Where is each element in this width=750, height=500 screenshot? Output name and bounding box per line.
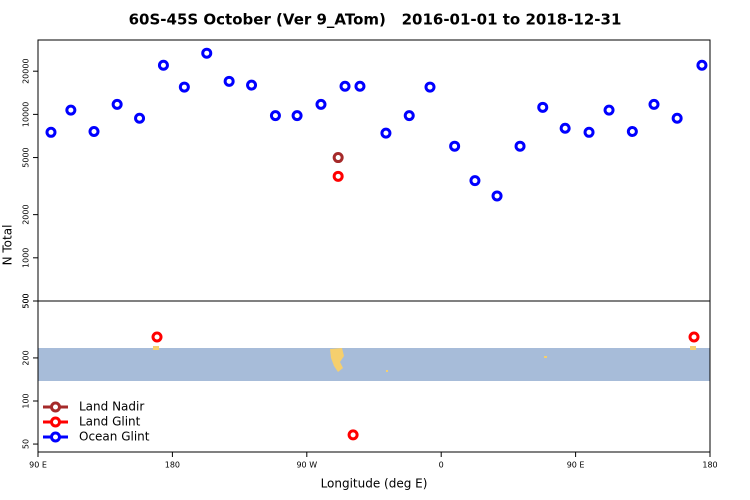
y-tick-label: 50 xyxy=(22,439,31,449)
data-point xyxy=(696,59,708,71)
data-point xyxy=(178,81,190,93)
data-point xyxy=(246,79,258,91)
data-point xyxy=(315,98,327,110)
data-point xyxy=(151,331,163,343)
data-point xyxy=(514,140,526,152)
data-point xyxy=(648,98,660,110)
data-point xyxy=(157,59,169,71)
y-tick-label: 20000 xyxy=(22,58,31,83)
y-tick-label: 1000 xyxy=(22,248,31,268)
chart-title: 60S-45S October (Ver 9_ATom) 2016-01-01 … xyxy=(129,11,622,29)
data-point xyxy=(583,126,595,138)
x-tick-label: 90 E xyxy=(29,461,47,470)
data-point xyxy=(603,104,615,116)
data-point xyxy=(332,170,344,182)
y-tick-label: 10000 xyxy=(22,102,31,127)
data-point xyxy=(688,331,700,343)
data-point xyxy=(65,104,77,116)
data-point xyxy=(88,125,100,137)
data-point xyxy=(380,127,392,139)
legend-marker xyxy=(50,431,61,443)
y-tick-label: 5000 xyxy=(22,147,31,167)
data-point xyxy=(223,75,235,87)
data-point xyxy=(559,122,571,134)
x-tick-label: 90 W xyxy=(296,461,317,470)
data-point xyxy=(134,112,146,124)
data-point xyxy=(339,80,351,92)
y-axis-label: N Total xyxy=(1,225,15,266)
plot-frame xyxy=(37,300,711,453)
data-point xyxy=(111,98,123,110)
data-point xyxy=(449,140,461,152)
legend-marker xyxy=(50,401,61,413)
y-tick-label: 500 xyxy=(22,293,31,308)
legend-label: Ocean Glint xyxy=(79,430,150,444)
data-point xyxy=(537,101,549,113)
map-background xyxy=(38,346,710,381)
data-point xyxy=(269,110,281,122)
x-axis-label: Longitude (deg E) xyxy=(321,477,428,491)
y-tick-label: 200 xyxy=(22,350,31,365)
x-tick-label: 180 xyxy=(702,461,717,470)
data-point xyxy=(45,126,57,138)
legend-label: Land Nadir xyxy=(79,400,144,414)
x-tick-label: 90 E xyxy=(567,461,585,470)
data-point xyxy=(491,190,503,202)
data-point xyxy=(354,80,366,92)
data-point xyxy=(424,81,436,93)
data-point xyxy=(347,429,359,441)
data-point xyxy=(291,110,303,122)
plot-frame xyxy=(37,39,711,302)
data-point xyxy=(403,110,415,122)
legend-marker xyxy=(50,416,61,428)
data-point xyxy=(626,125,638,137)
data-point xyxy=(469,175,481,187)
data-point xyxy=(671,112,683,124)
y-tick-label: 100 xyxy=(22,393,31,408)
y-tick-label: 500 xyxy=(22,293,31,308)
legend-label: Land Glint xyxy=(79,415,141,429)
data-point xyxy=(332,152,344,164)
x-tick-label: 180 xyxy=(165,461,180,470)
data-point xyxy=(201,47,213,59)
x-tick-label: 0 xyxy=(439,461,444,470)
y-tick-label: 2000 xyxy=(22,204,31,224)
